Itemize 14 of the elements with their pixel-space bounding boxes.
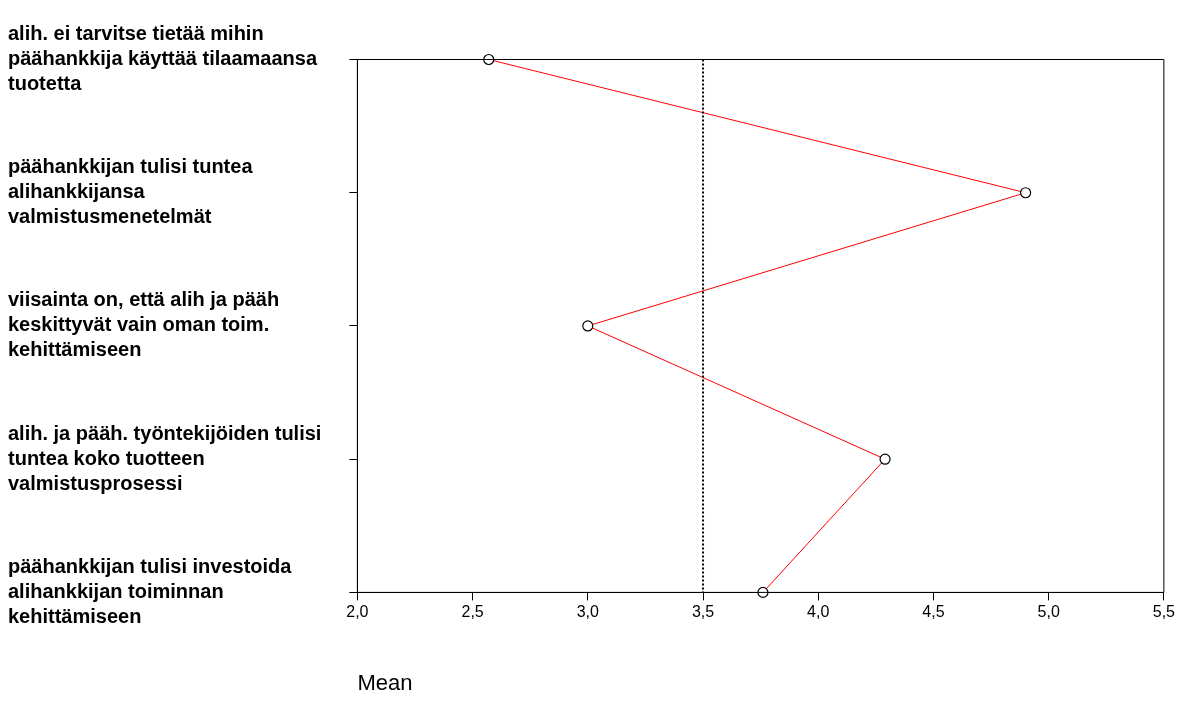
- x-tick-label: 3,5: [691, 603, 715, 621]
- y-tick-label: alih. ei tarvitse tietää mihin päähankkija käyttää tilaamaansa tuotetta: [8, 22, 318, 95]
- x-tick-label: 5,5: [1152, 603, 1176, 621]
- x-tick-label: 5,0: [1037, 603, 1060, 621]
- x-tick-label: 2,0: [346, 603, 369, 621]
- x-tick-label: 4,0: [807, 603, 830, 621]
- y-tick-label: viisainta on, että alih ja pääh keskittyvät vain oman toim. kehittämiseen: [8, 288, 280, 361]
- y-tick-label: alih. ja pääh. työntekijöiden tulisi tuntea koko tuotteen valmistusprosessi: [8, 421, 322, 494]
- x-axis-title: Mean: [357, 669, 413, 695]
- x-tick-label: 2,5: [461, 603, 484, 621]
- y-tick-label: päähankkijan tulisi investoida alihankkijan toiminnan kehittämiseen: [8, 554, 293, 627]
- y-tick-label: päähankkijan tulisi tuntea alihankkijansa valmistusmenetelmät: [8, 155, 254, 228]
- x-tick-label: 3,0: [576, 603, 600, 621]
- x-tick-label: 4,5: [922, 603, 945, 621]
